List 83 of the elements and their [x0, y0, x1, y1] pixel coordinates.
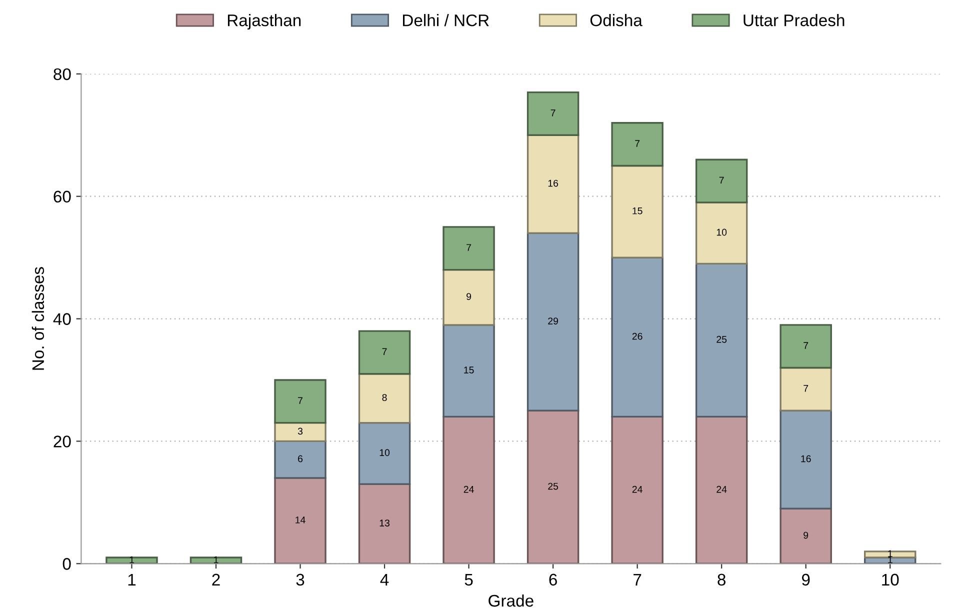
x-tick-label: 8 — [718, 574, 726, 586]
data-label: 7 — [298, 397, 302, 404]
data-label: 7 — [382, 348, 387, 355]
bar — [442, 416, 495, 564]
data-label: 9 — [804, 532, 808, 539]
legend-label: Uttar Pradesh — [744, 14, 844, 26]
bar — [611, 164, 664, 258]
x-tick-label: 7 — [634, 574, 642, 586]
data-label: 25 — [716, 336, 727, 343]
data-label: 10 — [380, 449, 390, 456]
x-tick-label: 5 — [464, 574, 473, 586]
y-axis-title: No. of classes — [32, 267, 44, 370]
bar — [780, 410, 832, 510]
data-label: 13 — [380, 520, 390, 526]
bar — [780, 324, 832, 369]
data-label: 7 — [804, 385, 808, 392]
data-label: 3 — [298, 428, 303, 435]
bar — [358, 373, 411, 424]
data-label: 7 — [635, 140, 640, 147]
y-tick-label: 20 — [54, 436, 71, 448]
bar — [274, 379, 326, 424]
bar — [526, 91, 580, 136]
bar — [274, 440, 326, 479]
bar — [358, 422, 411, 485]
bar — [274, 477, 326, 564]
bar — [526, 232, 580, 412]
data-label: 24 — [716, 486, 727, 493]
x-tick-label: 3 — [296, 574, 304, 586]
bar — [526, 134, 580, 234]
data-label: 7 — [719, 176, 724, 184]
bar — [611, 122, 664, 167]
data-label: 9 — [466, 293, 472, 300]
data-label: 16 — [801, 455, 811, 462]
x-tick-label: 6 — [549, 574, 557, 586]
data-label: 29 — [548, 318, 558, 324]
x-tick-label: 2 — [212, 574, 220, 586]
data-label: 7 — [550, 110, 556, 116]
data-label: 26 — [632, 332, 642, 340]
data-label: 7 — [804, 342, 808, 349]
bar — [695, 202, 748, 265]
bar — [611, 256, 664, 418]
bar — [106, 556, 158, 564]
y-tick-label: 60 — [54, 190, 71, 203]
bar — [274, 422, 326, 442]
bar — [526, 410, 580, 564]
bar — [442, 268, 495, 326]
bar — [695, 416, 748, 564]
legend-label: Rajasthan — [228, 14, 301, 30]
data-label: 1 — [888, 550, 892, 557]
bar — [780, 366, 832, 412]
y-tick-label: 40 — [53, 313, 71, 325]
data-label: 15 — [464, 366, 474, 374]
x-tick-label: 4 — [380, 574, 389, 586]
y-tick-label: 80 — [54, 68, 71, 80]
bar — [695, 262, 748, 418]
bar — [358, 483, 411, 564]
bar — [442, 226, 495, 271]
legend-label: Delhi / NCR — [403, 14, 489, 26]
data-label: 15 — [632, 207, 642, 214]
data-label: 1 — [130, 556, 134, 564]
data-label: 24 — [464, 486, 474, 493]
bar — [780, 508, 832, 564]
data-label: 10 — [716, 228, 727, 236]
y-tick-label: 0 — [62, 558, 71, 570]
bar — [864, 550, 916, 558]
bar — [442, 324, 495, 418]
data-label: 6 — [298, 455, 303, 462]
x-tick-label: 10 — [882, 574, 899, 586]
data-label: 8 — [382, 394, 387, 401]
data-label: 1 — [214, 556, 218, 564]
legend-label: Odisha — [590, 14, 642, 26]
x-tick-label: 9 — [802, 574, 810, 586]
x-axis-title: Grade — [488, 594, 534, 607]
bar — [358, 330, 411, 375]
data-label: 16 — [548, 180, 558, 187]
bar — [611, 416, 664, 564]
data-label: 24 — [632, 486, 642, 493]
data-label: 14 — [296, 516, 306, 524]
bar — [695, 158, 748, 204]
x-tick-label: 1 — [128, 574, 136, 586]
bar — [190, 556, 242, 564]
data-label: 25 — [548, 482, 558, 490]
data-label: 7 — [466, 244, 472, 251]
